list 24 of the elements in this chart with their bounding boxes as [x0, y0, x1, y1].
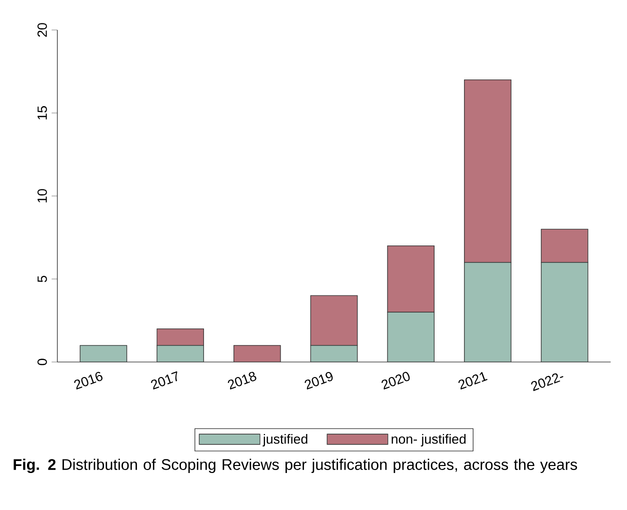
bar: [310, 295, 358, 346]
x-tick-label: 2018: [228, 372, 256, 390]
text: Fig. 2 Distribution of Scoping Reviews per justification practices, across the years: [14, 458, 578, 474]
x-tick-label: 2016: [74, 372, 102, 390]
y-tick-label: 20: [38, 23, 47, 37]
bar: [464, 262, 512, 362]
bar: [80, 345, 128, 362]
x-tick-label: 2019: [304, 372, 333, 390]
y-tick-label: 10: [38, 189, 47, 202]
legend-label: non- justified: [392, 434, 466, 446]
y-tick-label: 15: [38, 106, 47, 120]
x-tick-label: 2021: [458, 372, 488, 390]
x-tick-label: 2020: [382, 372, 410, 390]
bar: [156, 345, 204, 362]
x-tick-label: 2017: [151, 371, 178, 390]
bar: [156, 328, 204, 346]
bar: [387, 312, 435, 362]
y-tick-label: 0: [38, 358, 47, 366]
legend-label: justified: [262, 434, 308, 446]
bar: [233, 345, 281, 362]
x-tick-label: 2022-: [531, 373, 564, 392]
bar: [540, 262, 588, 362]
bar: [310, 345, 358, 362]
y-tick-label: 5: [38, 276, 47, 282]
